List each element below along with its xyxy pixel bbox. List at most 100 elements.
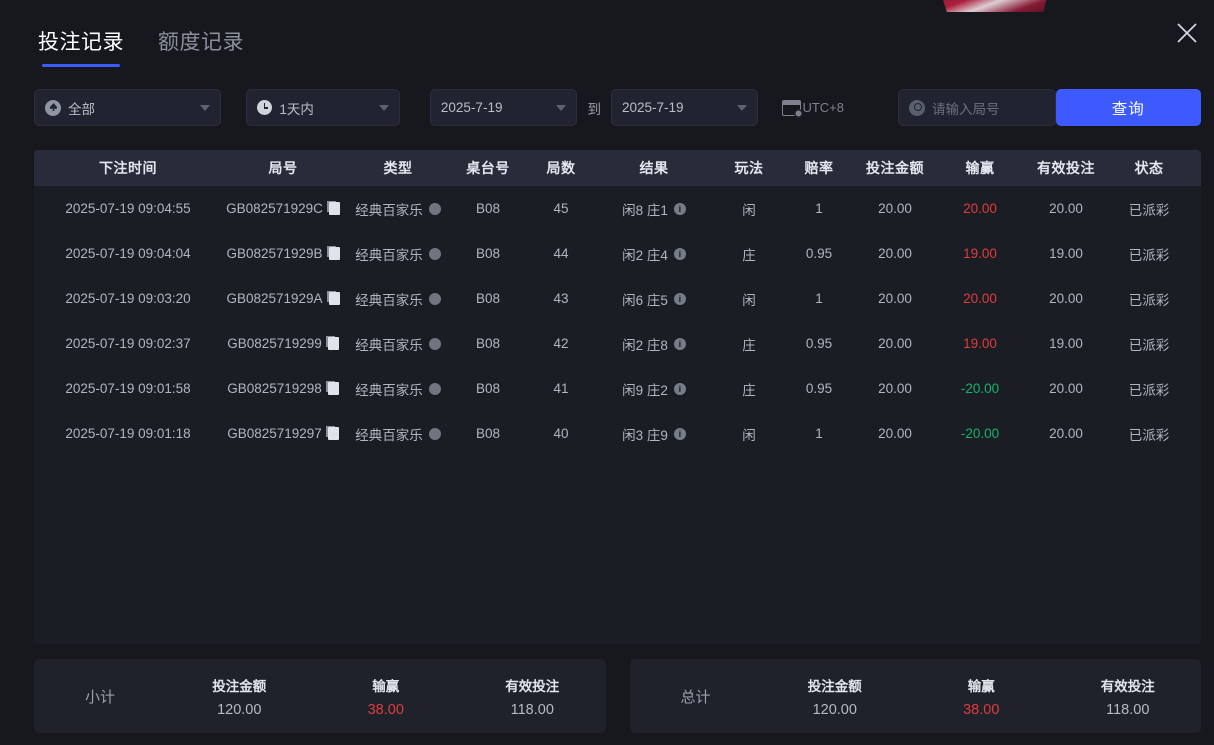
subtotal-bet-amount-key: 投注金额	[212, 678, 267, 694]
cell-play: 闲	[742, 202, 756, 218]
info-icon[interactable]: i	[673, 247, 686, 260]
query-button[interactable]: 查询	[1055, 89, 1201, 126]
total-winloss: 输赢 38.00	[908, 675, 1055, 718]
cell-status: 已派彩	[1128, 202, 1170, 218]
cell-type: 经典百家乐	[344, 366, 452, 411]
cell-valid-bet: 20.00	[1049, 381, 1083, 396]
copy-icon[interactable]	[328, 247, 340, 260]
table-row[interactable]: 2025-07-19 09:01:18 GB0825719297 经典百家乐 B08 4…	[34, 411, 1201, 456]
cell-games: 44	[553, 246, 569, 261]
table-body: 2025-07-19 09:04:55 GB082571929C 经典百家乐 B08 4…	[34, 186, 1201, 456]
chevron-down-icon	[556, 104, 567, 111]
cell-type: 经典百家乐	[344, 321, 452, 366]
cell-winloss: -20.00	[960, 381, 1000, 396]
cell-table: B08	[475, 291, 501, 306]
cell-odds: 1	[815, 426, 823, 441]
total-valid-bet-key: 有效投注	[1100, 678, 1155, 694]
cell-valid-bet: 20.00	[1049, 426, 1083, 441]
cell-time: 2025-07-19 09:02:37	[65, 336, 191, 351]
game-badge-icon	[428, 247, 441, 260]
table-row[interactable]: 2025-07-19 09:04:55 GB082571929C 经典百家乐 B08 4…	[34, 186, 1201, 231]
date-range-separator: 到	[587, 101, 601, 117]
cell-winloss: -20.00	[960, 426, 1000, 441]
copy-icon[interactable]	[328, 202, 340, 215]
copy-icon[interactable]	[327, 337, 339, 350]
tab-credit-records[interactable]: 额度记录	[154, 26, 248, 67]
cell-round-text: GB0825719299	[227, 336, 322, 351]
game-badge-icon	[428, 337, 441, 350]
copy-icon[interactable]	[327, 427, 339, 440]
cell-mode: 入座	[1186, 366, 1201, 411]
cell-time: 2025-07-19 09:04:04	[65, 246, 191, 261]
table-header: 下注时间 局号 类型 桌台号 局数 结果 玩法 赔率 投注金额 输赢 有效投注 …	[34, 150, 1201, 186]
tab-bet-records[interactable]: 投注记录	[34, 26, 128, 67]
game-badge-icon	[428, 427, 441, 440]
cell-bet-amount: 20.00	[878, 201, 912, 216]
date-from-select[interactable]: 2025-7-19	[429, 89, 578, 126]
game-badge-icon	[428, 292, 441, 305]
cell-type-text: 经典百家乐	[355, 202, 423, 218]
column-header-result: 结果	[598, 150, 710, 186]
brand-logo-fragment	[942, 0, 1048, 12]
info-icon[interactable]: i	[673, 292, 686, 305]
timezone-label: UTC+8	[802, 100, 845, 115]
subtotal-bet-amount: 投注金额 120.00	[166, 675, 313, 718]
date-to-select[interactable]: 2025-7-19	[610, 89, 759, 126]
cell-status: 已派彩	[1128, 292, 1170, 308]
round-search-input[interactable]: 请输入局号	[898, 89, 1056, 126]
chevron-down-icon	[200, 104, 211, 111]
cell-play: 庄	[742, 337, 756, 353]
date-to-value: 2025-7-19	[621, 100, 684, 115]
cell-valid-bet: 20.00	[1049, 291, 1083, 306]
cell-valid-bet: 19.00	[1049, 336, 1083, 351]
cell-result-text: 闲6 庄5	[622, 292, 668, 308]
tab-bet-records-label: 投注记录	[38, 31, 124, 54]
close-icon	[1177, 23, 1197, 43]
cell-winloss: 19.00	[963, 246, 997, 261]
subtotal-label: 小计	[84, 688, 115, 706]
info-icon[interactable]: i	[673, 202, 686, 215]
cell-time: 2025-07-19 09:01:58	[65, 381, 191, 396]
subtotal-bet-amount-value: 120.00	[217, 701, 262, 718]
spade-glyph	[49, 103, 57, 111]
copy-icon[interactable]	[328, 292, 340, 305]
game-type-value: 全部	[68, 101, 95, 117]
cell-status: 已派彩	[1128, 382, 1170, 398]
cell-round-text: GB082571929C	[226, 201, 323, 216]
total-bet-amount-value: 120.00	[812, 701, 857, 718]
game-badge-icon	[428, 382, 441, 395]
round-search-placeholder: 请输入局号	[932, 101, 1000, 117]
copy-icon[interactable]	[327, 382, 339, 395]
cell-type-text: 经典百家乐	[355, 247, 423, 263]
time-range-select[interactable]: 1天内	[246, 89, 400, 126]
table-row[interactable]: 2025-07-19 09:03:20 GB082571929A 经典百家乐 B08 4…	[34, 276, 1201, 321]
info-icon[interactable]: i	[673, 337, 686, 350]
subtotal-winloss-key: 输赢	[372, 678, 400, 694]
date-from-value: 2025-7-19	[440, 100, 503, 115]
cell-games: 42	[553, 336, 569, 351]
game-type-select[interactable]: 全部	[34, 89, 222, 126]
table-row[interactable]: 2025-07-19 09:04:04 GB082571929B 经典百家乐 B08 4…	[34, 231, 1201, 276]
info-icon[interactable]: i	[673, 382, 686, 395]
cell-bet-amount: 20.00	[878, 246, 912, 261]
cell-result-text: 闲2 庄8	[622, 337, 668, 353]
cell-result: 闲2 庄4 i	[598, 231, 710, 276]
cell-round-text: GB0825719298	[227, 381, 322, 396]
query-button-label: 查询	[1111, 100, 1145, 118]
info-icon[interactable]: i	[673, 427, 686, 440]
cell-type-text: 经典百家乐	[355, 292, 423, 308]
total-valid-bet-value: 118.00	[1106, 701, 1150, 718]
total-card: 总计 投注金额 120.00 输赢 38.00 有效投注 118.00	[629, 659, 1201, 733]
table-row[interactable]: 2025-07-19 09:02:37 GB0825719299 经典百家乐 B08 4…	[34, 321, 1201, 366]
close-button[interactable]	[1170, 16, 1204, 50]
game-badge-icon	[428, 202, 441, 215]
cell-round-text: GB082571929B	[226, 246, 323, 261]
subtotal-winloss: 输赢 38.00	[313, 675, 460, 718]
tab-credit-records-label: 额度记录	[158, 31, 244, 54]
table-row[interactable]: 2025-07-19 09:01:58 GB0825719298 经典百家乐 B08 4…	[34, 366, 1201, 411]
cell-result: 闲6 庄5 i	[598, 276, 710, 321]
subtotal-winloss-value: 38.00	[367, 701, 404, 718]
total-label: 总计	[680, 688, 711, 706]
cell-result: 闲8 庄1 i	[598, 186, 710, 231]
column-header-bet: 投注金额	[850, 150, 940, 186]
